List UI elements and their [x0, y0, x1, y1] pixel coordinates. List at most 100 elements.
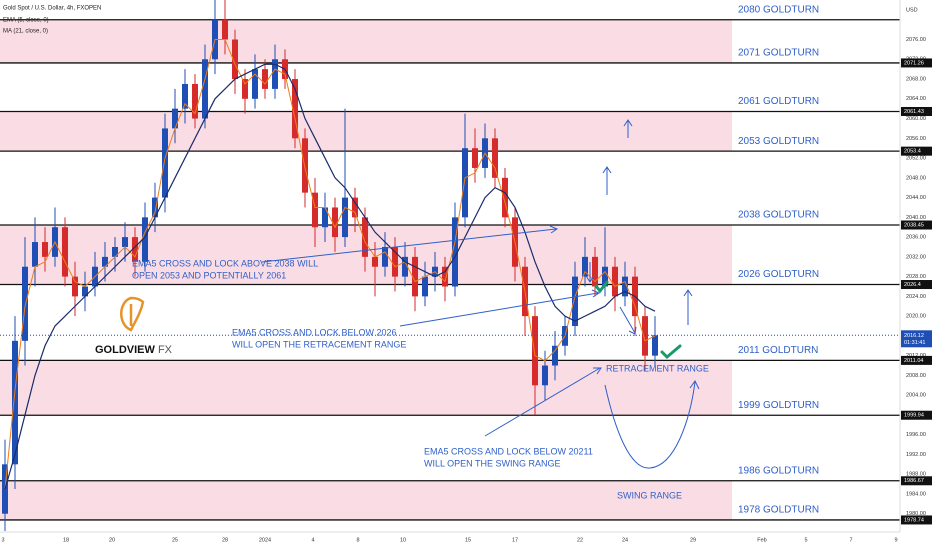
- arrow-down: [619, 306, 637, 335]
- level-label: 1986 GOLDTURN: [738, 465, 819, 476]
- y-tick-label: 2056.00: [906, 136, 926, 142]
- x-tick-label: 20: [109, 537, 115, 543]
- y-tick-label: 2064.00: [906, 96, 926, 102]
- x-tick-label: 10: [400, 537, 406, 543]
- candle-body: [42, 242, 48, 257]
- price-tag: [901, 220, 932, 230]
- x-tick-label: 5: [804, 537, 807, 543]
- zone: [0, 19, 732, 63]
- candle-body: [492, 138, 498, 178]
- candle-body: [232, 39, 238, 80]
- candle-body: [262, 69, 268, 89]
- price-tag: [901, 58, 932, 68]
- candle-body: [412, 256, 418, 297]
- candle-body: [622, 276, 628, 297]
- candle-body: [642, 316, 648, 356]
- level-label: 2053 GOLDTURN: [738, 136, 819, 147]
- candle-body: [462, 148, 468, 218]
- logo-name: GOLDVIEW FX: [95, 344, 173, 356]
- candle-body: [182, 83, 188, 109]
- candle-body: [402, 256, 408, 277]
- price-tag-label: 2038.45: [904, 222, 924, 228]
- checks: [594, 280, 682, 360]
- candle-body: [102, 256, 108, 267]
- price-tag: [901, 146, 932, 156]
- check: [660, 344, 682, 360]
- candle-body: [272, 59, 278, 89]
- level-label: 2026 GOLDTURN: [738, 269, 819, 280]
- candle-body: [152, 197, 158, 218]
- candle-body: [122, 237, 128, 247]
- y-tick-label: 2028.00: [906, 274, 926, 280]
- price-tag: [901, 106, 932, 116]
- annotation: SWING RANGE: [617, 490, 682, 500]
- arrow: [261, 225, 559, 263]
- arrows: [261, 119, 700, 469]
- price-tag-label: 2011.04: [904, 358, 923, 364]
- logo: GOLDVIEW FX: [95, 296, 173, 356]
- zone: [0, 111, 732, 152]
- arrow-up: [683, 289, 693, 325]
- price-tag-label: 2071.26: [904, 60, 924, 66]
- candle-body: [222, 19, 228, 40]
- candle-body: [372, 256, 378, 267]
- price-tag: [901, 410, 932, 420]
- y-tick-label: 2044.00: [906, 195, 926, 201]
- y-tick-label: 2068.00: [906, 76, 926, 82]
- price-tag-label: 2026.4: [904, 282, 921, 288]
- y-tick-label: 2040.00: [906, 215, 926, 221]
- price-axis: [900, 0, 932, 550]
- legend: Gold Spot / U.S. Dollar, 4h, FXOPEN EMA …: [3, 6, 101, 35]
- level-label: 2061 GOLDTURN: [738, 96, 819, 107]
- price-tag-label: 1978.74: [904, 517, 924, 523]
- x-tick-label: 4: [311, 537, 314, 543]
- legend-entry: MA (21, close, 0): [3, 29, 48, 35]
- y-tick-label: 2024.00: [906, 294, 926, 300]
- levels: 2080 GOLDTURN 2071 GOLDTURN 2061 GOLDTURN 2…: [0, 4, 900, 521]
- arrow-up: [623, 119, 633, 138]
- indicator-line: [4, 63, 656, 490]
- candle-body: [352, 197, 358, 218]
- candle-body: [572, 276, 578, 327]
- annotation: EMA5 CROSS AND LOCK BELOW 20211: [424, 446, 593, 456]
- annotation: RETRACEMENT RANGE: [606, 363, 709, 373]
- check: [594, 280, 609, 294]
- candle-body: [82, 286, 88, 297]
- currency: USD: [906, 7, 918, 13]
- logo-icon: [120, 296, 145, 332]
- price-tag: [901, 280, 932, 290]
- y-tick-label: 1992.00: [906, 452, 926, 458]
- x-tick-label: 2024: [259, 537, 271, 543]
- candle-body: [132, 237, 138, 262]
- candle-body: [472, 148, 478, 168]
- legend-entry: EMA (5, close, 0): [3, 18, 49, 24]
- candle-body: [172, 108, 178, 129]
- y-tick-label: 1984.00: [906, 491, 926, 497]
- candle-body: [12, 340, 18, 465]
- candle-body: [192, 83, 198, 119]
- countdown: 01:31:41: [904, 340, 925, 346]
- arrow: [399, 289, 601, 327]
- candle-body: [112, 246, 118, 257]
- candle-body: [392, 246, 398, 277]
- annotation: EMA5 CROSS AND LOCK ABOVE 2038 WILL: [132, 258, 318, 268]
- candle-body: [602, 266, 608, 287]
- annotation: EMA5 CROSS AND LOCK BELOW 2026: [232, 327, 397, 337]
- candle-body: [502, 177, 508, 218]
- y-tick-label: 2048.00: [906, 175, 926, 181]
- level-label: 1999 GOLDTURN: [738, 400, 819, 411]
- logo-name-text: GOLDVIEW: [95, 344, 156, 356]
- candle-body: [62, 227, 68, 277]
- x-tick-label: 17: [512, 537, 518, 543]
- y-tick-label: 2076.00: [906, 37, 926, 43]
- x-tick-label: 15: [465, 537, 471, 543]
- last-price-tag: [901, 330, 932, 348]
- candle-body: [72, 276, 78, 297]
- swing-arrow: [604, 380, 700, 469]
- zone: [0, 480, 732, 520]
- candle-body: [2, 464, 8, 514]
- price-tag: [901, 355, 932, 365]
- y-tick-label: 2052.00: [906, 156, 926, 162]
- x-tick-label: 18: [63, 537, 69, 543]
- price-tag: [901, 515, 932, 525]
